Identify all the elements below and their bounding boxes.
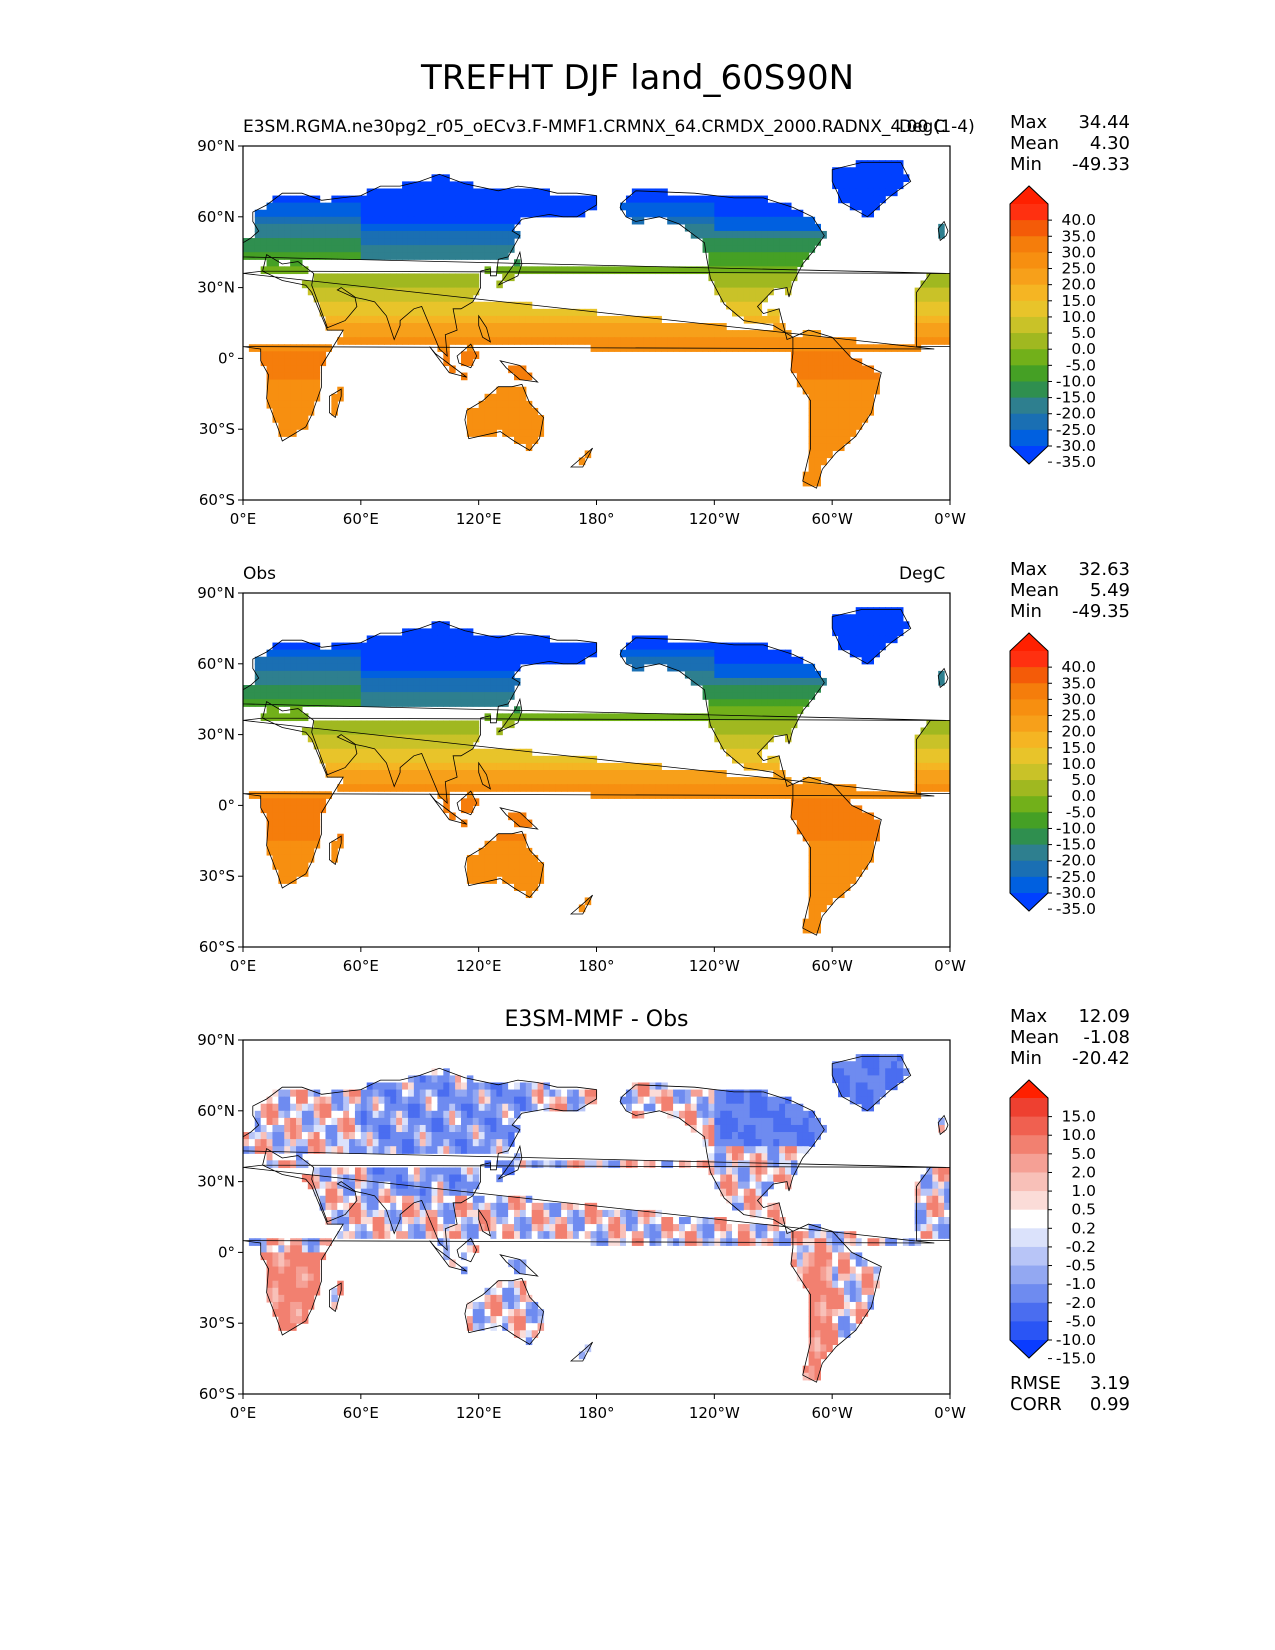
lon-tick-label: 60°E (343, 957, 379, 975)
lat-tick-label: 30°S (199, 420, 235, 438)
lat-tick-label: 60°N (197, 1102, 235, 1120)
lat-tick-label: 30°N (197, 726, 235, 744)
land-field (243, 1054, 951, 1380)
lon-tick-label: 120°W (689, 957, 740, 975)
lat-tick-label: 60°S (199, 938, 235, 956)
lon-tick-label: 0°W (934, 1404, 966, 1422)
lon-tick-label: 180° (578, 510, 614, 528)
lat-tick-label: 90°N (197, 1031, 235, 1049)
colorbar-tick-label: 0.2 (1071, 1219, 1096, 1237)
land-field (243, 160, 951, 486)
map-panel-0: 90°N 60°N 30°N 0° 30°S 60°S0°E 60°E 120°E 180° 12… (197, 137, 1096, 528)
lon-tick-label: 0°W (934, 510, 966, 528)
colorbar-tick-label: -35.0 (1056, 453, 1096, 471)
lat-tick-label: 30°N (197, 1173, 235, 1191)
lat-tick-label: 60°S (199, 491, 235, 509)
lon-tick-label: 0°W (934, 957, 966, 975)
lat-tick-label: 60°N (197, 208, 235, 226)
lon-tick-label: 0°E (230, 510, 257, 528)
lon-tick-label: 120°W (689, 510, 740, 528)
colorbar-tick-label: 5.0 (1071, 1145, 1096, 1163)
colorbar-tick-label: -15.0 (1056, 1350, 1096, 1368)
map-panel-1: 90°N 60°N 30°N 0° 30°S 60°S0°E 60°E 120°E 180° 12… (197, 584, 1096, 975)
map-panel-2: 90°N 60°N 30°N 0° 30°S 60°S0°E 60°E 120°E 180° 12… (197, 1031, 1096, 1422)
colorbar-tick-label: 2.0 (1071, 1163, 1096, 1181)
colorbar-tick-label: -5.0 (1066, 1312, 1096, 1330)
lat-tick-label: 30°S (199, 1314, 235, 1332)
lon-tick-label: 60°W (811, 510, 853, 528)
lon-tick-label: 180° (578, 957, 614, 975)
colorbar-tick-label: 15.0 (1061, 1108, 1096, 1126)
colorbar-tick-label: -10.0 (1056, 1331, 1096, 1349)
lon-tick-label: 120°E (456, 1404, 502, 1422)
lat-tick-label: 30°N (197, 279, 235, 297)
lon-tick-label: 120°E (456, 957, 502, 975)
colorbar-tick-label: -35.0 (1056, 900, 1096, 918)
lon-tick-label: 60°W (811, 957, 853, 975)
colorbar-tick-label: -2.0 (1066, 1294, 1096, 1312)
colorbar-tick-label: 0.5 (1071, 1201, 1096, 1219)
colorbar: 40.035.030.025.020.015.010.05.00.0-5.0-1… (1010, 633, 1096, 918)
land-field (243, 607, 951, 933)
lon-tick-label: 180° (578, 1404, 614, 1422)
lon-tick-label: 0°E (230, 957, 257, 975)
lon-tick-label: 60°E (343, 1404, 379, 1422)
lon-tick-label: 0°E (230, 1404, 257, 1422)
lat-tick-label: 0° (218, 349, 235, 367)
lat-tick-label: 0° (218, 796, 235, 814)
lon-tick-label: 120°E (456, 510, 502, 528)
lat-tick-label: 60°N (197, 655, 235, 673)
colorbar-tick-label: -0.2 (1066, 1238, 1096, 1256)
lon-tick-label: 120°W (689, 1404, 740, 1422)
colorbar: 15.010.05.02.01.00.50.2-0.2-0.5-1.0-2.0-… (1010, 1080, 1096, 1368)
colorbar-tick-label: -0.5 (1066, 1257, 1096, 1275)
lon-tick-label: 60°W (811, 1404, 853, 1422)
lon-tick-label: 60°E (343, 510, 379, 528)
colorbar-tick-label: 10.0 (1061, 1126, 1096, 1144)
colorbar-tick-label: 1.0 (1071, 1182, 1096, 1200)
colorbar: 40.035.030.025.020.015.010.05.00.0-5.0-1… (1010, 186, 1096, 471)
lat-tick-label: 30°S (199, 867, 235, 885)
lat-tick-label: 60°S (199, 1385, 235, 1403)
colorbar-tick-label: -1.0 (1066, 1275, 1096, 1293)
lat-tick-label: 90°N (197, 584, 235, 602)
lat-tick-label: 90°N (197, 137, 235, 155)
lat-tick-label: 0° (218, 1243, 235, 1261)
